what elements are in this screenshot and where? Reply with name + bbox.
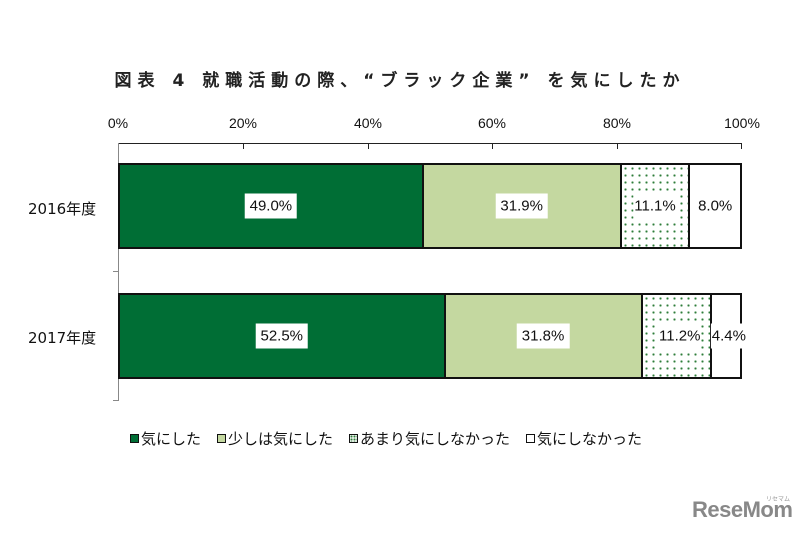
x-axis-tick (492, 143, 493, 149)
x-axis-tick (243, 143, 244, 149)
watermark-sub: リセマム (766, 496, 791, 503)
data-label: 4.4% (710, 323, 747, 349)
legend-item: 少しは気にした (217, 428, 333, 449)
x-tick-label: 100% (724, 115, 760, 131)
bar-2016: 49.0% 31.9% 11.1% 8.0% (118, 163, 742, 249)
x-axis-tick (617, 143, 618, 149)
data-label: 52.5% (255, 323, 309, 349)
x-tick-label: 0% (107, 115, 129, 131)
x-axis-tick (741, 143, 742, 149)
x-tick-label: 40% (353, 115, 383, 131)
chart-title: 図表 4 就職活動の際、“ブラック企業” を気にしたか (114, 71, 686, 91)
x-tick-label: 20% (228, 115, 258, 131)
legend-swatch (349, 434, 359, 443)
x-axis-line (118, 143, 742, 144)
y-axis-line (118, 143, 119, 401)
segment-not-much: 11.2% (642, 295, 713, 377)
segment-not-much: 11.1% (621, 165, 691, 247)
legend-swatch (526, 434, 536, 443)
x-tick-label: 60% (477, 115, 507, 131)
segment-not-cared: 8.0% (690, 165, 740, 247)
segment-cared: 52.5% (120, 295, 446, 377)
legend-swatch (130, 434, 139, 443)
bar-2017: 52.5% 31.8% 11.2% 4.4% (118, 293, 747, 379)
data-label: 11.2% (658, 323, 702, 349)
data-label: 49.0% (244, 193, 298, 219)
data-label: 8.0% (697, 193, 734, 219)
segment-somewhat-cared: 31.8% (445, 295, 643, 377)
x-tick-label: 80% (602, 115, 632, 131)
data-label: 31.9% (495, 193, 548, 219)
data-label: 31.8% (516, 323, 570, 349)
y-axis-tick (113, 271, 119, 272)
y-axis-tick (113, 400, 119, 401)
legend-item: 気にしなかった (526, 428, 642, 449)
legend-label: 少しは気にした (228, 430, 334, 448)
legend: 気にした 少しは気にした あまり気にしなかった 気にしなかった (130, 428, 642, 449)
segment-not-cared: 4.4% (710, 295, 747, 377)
data-label: 11.1% (633, 193, 677, 219)
legend-label: 気にした (141, 430, 202, 448)
legend-swatch (217, 434, 227, 443)
legend-label: 気にしなかった (537, 430, 643, 448)
segment-somewhat-cared: 31.9% (423, 165, 622, 247)
watermark-logo: ReseMom (692, 497, 793, 522)
row-label-2017: 2017年度 (28, 329, 97, 347)
legend-label: あまり気にしなかった (360, 430, 511, 448)
legend-item: 気にした (130, 428, 201, 449)
segment-cared: 49.0% (120, 165, 424, 247)
row-label-2016: 2016年度 (28, 200, 97, 218)
x-axis-tick (368, 143, 369, 149)
legend-item: あまり気にしなかった (349, 428, 510, 449)
